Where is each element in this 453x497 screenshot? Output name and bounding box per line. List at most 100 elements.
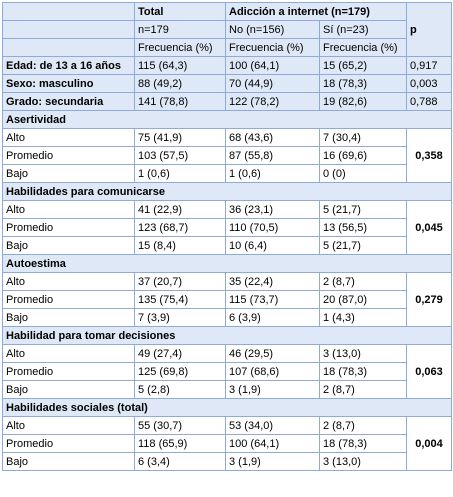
header-cell: Frecuencia (%) <box>134 38 226 57</box>
table-cell: 5 (21,7) <box>319 200 407 219</box>
table-cell: 3 (1,9) <box>225 452 320 471</box>
table-cell: 0,045 <box>406 200 452 255</box>
table-row: Alto 75 (41,9) 68 (43,6) 7 (30,4) 0,358 <box>2 128 452 183</box>
table-row: Alto 55 (30,7) 53 (34,0) 2 (8,7) 0,004 <box>2 416 452 471</box>
table-cell: 87 (55,8) <box>225 146 320 165</box>
table-cell: 18 (78,3) <box>319 74 407 93</box>
table-cell: 19 (82,6) <box>319 92 407 111</box>
table-row: Alto 49 (27,4) 46 (29,5) 3 (13,0) 0,063 <box>2 344 452 399</box>
table-cell: 100 (64,1) <box>225 434 320 453</box>
table-row: Alto 41 (22,9) 36 (23,1) 5 (21,7) 0,045 <box>2 200 452 255</box>
header-cell: Adicción a internet (n=179) <box>225 2 407 21</box>
table-row: Bajo 7 (3,9) 6 (3,9) 1 (4,3) <box>2 308 452 327</box>
table-cell: 10 (6,4) <box>225 236 320 255</box>
header-cell: n=179 <box>134 20 226 39</box>
table-cell: 35 (22,4) <box>225 272 320 291</box>
table-cell: 135 (75,4) <box>134 290 226 309</box>
table-cell: 0 (0) <box>319 164 407 183</box>
table-cell: 118 (65,9) <box>134 434 226 453</box>
table-cell: 0,917 <box>406 56 452 75</box>
table-cell: 115 (64,3) <box>134 56 226 75</box>
table-cell: 107 (68,6) <box>225 362 320 381</box>
table-cell: 37 (20,7) <box>134 272 226 291</box>
table-cell: 41 (22,9) <box>134 200 226 219</box>
table-cell: Alto <box>2 200 135 219</box>
table-row: Habilidad para tomar decisiones <box>2 326 452 345</box>
table-row: Grado: secundaria 141 (78,8) 122 (78,2) 19 … <box>2 92 452 111</box>
table-cell: 122 (78,2) <box>225 92 320 111</box>
table-cell: Promedio <box>2 362 135 381</box>
table-cell: 1 (0,6) <box>225 164 320 183</box>
table-cell: 5 (21,7) <box>319 236 407 255</box>
header-cell: Frecuencia (%) <box>225 38 320 57</box>
table-cell: Alto <box>2 344 135 363</box>
table-row: Bajo 15 (8,4) 10 (6,4) 5 (21,7) <box>2 236 452 255</box>
table-cell: 1 (4,3) <box>319 308 407 327</box>
table-cell: 3 (13,0) <box>319 452 407 471</box>
table-cell: 55 (30,7) <box>134 416 226 435</box>
table-cell: 75 (41,9) <box>134 128 226 147</box>
table-cell: 141 (78,8) <box>134 92 226 111</box>
table-row: Promedio 118 (65,9) 100 (64,1) 18 (78,3) <box>2 434 452 453</box>
table-cell: 3 (13,0) <box>319 344 407 363</box>
table-cell: Promedio <box>2 146 135 165</box>
table-cell: 18 (78,3) <box>319 434 407 453</box>
table-cell: Promedio <box>2 218 135 237</box>
table-cell: 68 (43,6) <box>225 128 320 147</box>
table-row: Alto 37 (20,7) 35 (22,4) 2 (8,7) 0,279 <box>2 272 452 327</box>
header-cell: Sí (n=23) <box>319 20 407 39</box>
table-cell: 7 (3,9) <box>134 308 226 327</box>
table-cell: 0,788 <box>406 92 452 111</box>
table-row: Bajo 5 (2,8) 3 (1,9) 2 (8,7) <box>2 380 452 399</box>
table-cell: 49 (27,4) <box>134 344 226 363</box>
table-cell: Asertividad <box>2 110 452 129</box>
table-cell: 3 (1,9) <box>225 380 320 399</box>
table-cell: 70 (44,9) <box>225 74 320 93</box>
table-cell: Alto <box>2 272 135 291</box>
table-cell: 88 (49,2) <box>134 74 226 93</box>
table-cell: Autoestima <box>2 254 452 273</box>
table-cell: Bajo <box>2 236 135 255</box>
table-cell: 0,358 <box>406 128 452 183</box>
table-cell: 100 (64,1) <box>225 56 320 75</box>
table-cell: 20 (87,0) <box>319 290 407 309</box>
blank-cell <box>2 2 135 21</box>
header-cell: Total <box>134 2 226 21</box>
table-body: Total Adicción a internet (n=179) p n=17… <box>2 2 452 471</box>
table-row: Habilidades sociales (total) <box>2 398 452 417</box>
table-cell: 115 (73,7) <box>225 290 320 309</box>
table-cell: 125 (69,8) <box>134 362 226 381</box>
table-cell: 1 (0,6) <box>134 164 226 183</box>
table-row: Bajo 1 (0,6) 1 (0,6) 0 (0) <box>2 164 452 183</box>
table-cell: Alto <box>2 128 135 147</box>
table-cell: 5 (2,8) <box>134 380 226 399</box>
table-row: Promedio 135 (75,4) 115 (73,7) 20 (87,0) <box>2 290 452 309</box>
table-cell: 6 (3,4) <box>134 452 226 471</box>
table-cell: 15 (8,4) <box>134 236 226 255</box>
table-cell: Habilidades sociales (total) <box>2 398 452 417</box>
header-cell: p <box>406 2 452 57</box>
table-row: Promedio 123 (68,7) 110 (70,5) 13 (56,5) <box>2 218 452 237</box>
table-cell: 0,004 <box>406 416 452 471</box>
table-cell: Bajo <box>2 308 135 327</box>
table-row: Bajo 6 (3,4) 3 (1,9) 3 (13,0) <box>2 452 452 471</box>
header-row: n=179 No (n=156) Sí (n=23) <box>2 20 452 39</box>
table-cell: Habilidad para tomar decisiones <box>2 326 452 345</box>
table-cell: Grado: secundaria <box>2 92 135 111</box>
table-cell: Alto <box>2 416 135 435</box>
table-cell: 15 (65,2) <box>319 56 407 75</box>
header-row: Frecuencia (%) Frecuencia (%) Frecuencia… <box>2 38 452 57</box>
table-cell: 16 (69,6) <box>319 146 407 165</box>
header-cell: Frecuencia (%) <box>319 38 407 57</box>
table-cell: 6 (3,9) <box>225 308 320 327</box>
table-row: Promedio 103 (57,5) 87 (55,8) 16 (69,6) <box>2 146 452 165</box>
table-row: Promedio 125 (69,8) 107 (68,6) 18 (78,3) <box>2 362 452 381</box>
table-cell: Bajo <box>2 164 135 183</box>
table-cell: 46 (29,5) <box>225 344 320 363</box>
table-cell: 2 (8,7) <box>319 380 407 399</box>
table-cell: 123 (68,7) <box>134 218 226 237</box>
table-cell: 7 (30,4) <box>319 128 407 147</box>
table-cell: 53 (34,0) <box>225 416 320 435</box>
table-row: Sexo: masculino 88 (49,2) 70 (44,9) 18 (78,… <box>2 74 452 93</box>
